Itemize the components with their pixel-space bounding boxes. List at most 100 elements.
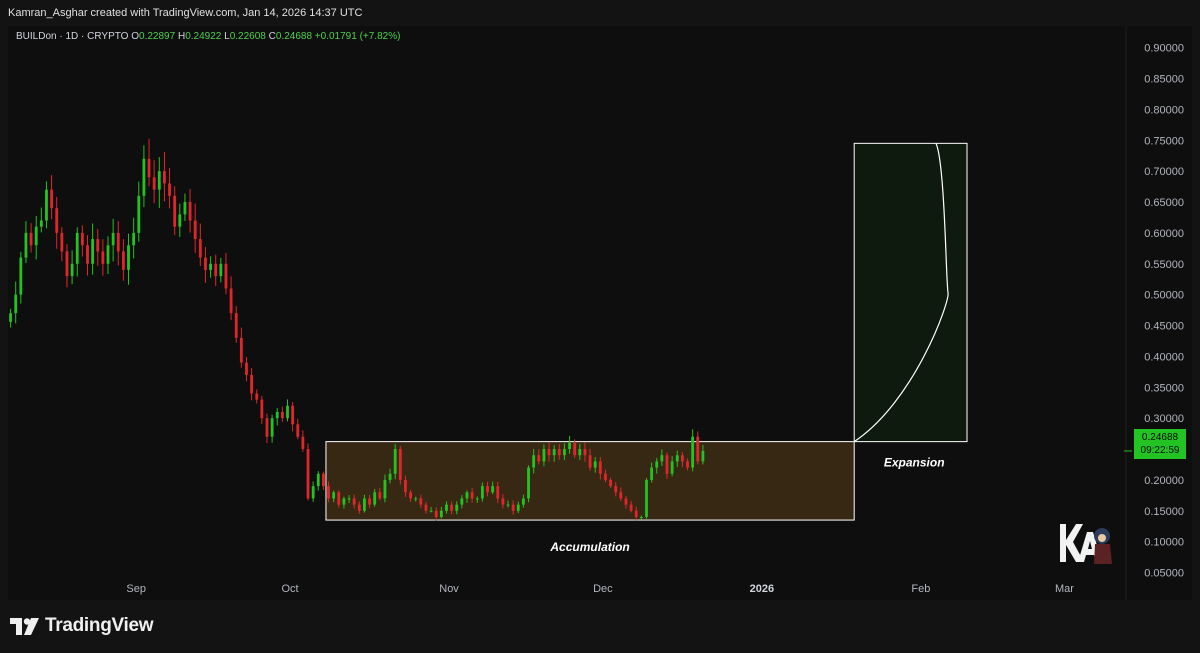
candle-body	[588, 455, 592, 468]
low-label: L	[224, 31, 230, 42]
x-tick-label: Oct	[282, 583, 299, 595]
candle-body	[557, 449, 561, 456]
candle-body	[501, 498, 505, 505]
candle-body	[434, 510, 438, 517]
candle-body	[96, 239, 100, 252]
candle-body	[75, 232, 79, 264]
last-price: 0.24688	[1141, 432, 1179, 443]
candle-body	[383, 479, 387, 499]
tradingview-brand: TradingView	[45, 615, 154, 636]
candle-body	[655, 461, 659, 468]
candle-body	[429, 510, 433, 512]
candle-body	[357, 504, 361, 511]
candle-body	[491, 486, 495, 493]
candle-body	[86, 245, 89, 264]
price-chart[interactable]: 0.90000 0.85000 0.80000 0.75000 0.70000 0.650…	[8, 26, 1192, 600]
candle-body	[532, 455, 536, 468]
candle-body	[439, 510, 443, 517]
candle-body	[101, 251, 105, 264]
candle-body	[50, 189, 54, 209]
candle-body	[219, 263, 223, 277]
x-tick-label: Nov	[439, 583, 459, 595]
chart-panel[interactable]: 0.90000 0.85000 0.80000 0.75000 0.70000 0.650…	[8, 26, 1192, 600]
y-tick-label: 0.35000	[1144, 382, 1184, 394]
candle-body	[527, 467, 530, 499]
candle-body	[34, 226, 38, 246]
candle-body	[229, 288, 233, 314]
y-tick-label: 0.60000	[1144, 228, 1184, 240]
candle-body	[316, 473, 320, 487]
change-value: +0.01791 (+7.82%)	[314, 31, 401, 42]
candle-body	[45, 189, 48, 221]
candle-body	[147, 158, 151, 178]
candle-body	[193, 220, 197, 240]
candle-body	[680, 455, 684, 462]
candle-body	[650, 467, 654, 480]
y-tick-label: 0.85000	[1144, 73, 1184, 85]
candle-body	[91, 239, 95, 264]
last-price-tag: 0.24688 09:22:59	[1134, 429, 1186, 459]
expansion-label: Expansion	[884, 456, 945, 470]
close-label: C	[268, 31, 276, 42]
candle-body	[121, 251, 125, 270]
candle-body	[645, 479, 648, 517]
candle-body	[116, 232, 120, 252]
candle-body	[321, 473, 325, 487]
candle-body	[388, 473, 392, 480]
y-tick-label: 0.50000	[1144, 290, 1184, 302]
candle-body	[629, 504, 633, 511]
y-tick-label: 0.80000	[1144, 104, 1184, 116]
candle-body	[547, 449, 551, 456]
y-tick-label: 0.40000	[1144, 351, 1184, 363]
candle-body	[450, 504, 454, 511]
open-label: O	[131, 31, 140, 42]
accumulation-label: Accumulation	[549, 540, 629, 554]
candle-body	[234, 313, 238, 338]
candle-body	[255, 393, 259, 400]
candle-body	[414, 498, 418, 500]
candle-body	[701, 450, 705, 462]
low-value: 0.22608	[229, 31, 266, 42]
candle-body	[311, 486, 315, 499]
candle-body	[604, 473, 607, 480]
candle-body	[670, 461, 674, 474]
x-tick-label: Mar	[1055, 583, 1074, 595]
candle-body	[239, 337, 243, 363]
candle-body	[496, 486, 500, 499]
candle-body	[404, 479, 407, 493]
candle-body	[614, 486, 618, 493]
candle-body	[470, 492, 474, 499]
candle-body	[301, 436, 305, 450]
candle-body	[224, 263, 228, 289]
candle-body	[393, 449, 397, 474]
footer-bar: TradingView	[0, 600, 1200, 653]
candle-body	[424, 504, 428, 511]
tradingview-logo[interactable]: TradingView	[10, 615, 154, 637]
candle-body	[209, 263, 212, 270]
candle-body	[142, 158, 146, 196]
candle-body	[332, 492, 336, 499]
candle-body	[245, 362, 248, 375]
chart-credit: Kamran_Asghar created with TradingView.c…	[8, 7, 363, 19]
candle-body	[363, 498, 366, 511]
candle-body	[634, 510, 638, 517]
candle-body	[296, 424, 300, 437]
close-value: 0.24688	[275, 31, 313, 42]
candle-body	[327, 486, 330, 499]
x-tick-label: Sep	[126, 583, 146, 595]
candle-body	[265, 418, 269, 437]
candle-body	[55, 208, 59, 233]
candle-body	[24, 232, 28, 258]
expansion-box	[853, 142, 968, 443]
y-tick-label: 0.05000	[1144, 568, 1184, 580]
high-value: 0.24922	[185, 31, 222, 42]
y-tick-label: 0.45000	[1144, 321, 1184, 333]
candle-body	[347, 498, 351, 500]
open-value: 0.22897	[139, 31, 176, 42]
candle-body	[80, 232, 84, 246]
y-tick-label: 0.75000	[1144, 135, 1184, 147]
candle-body	[291, 405, 295, 425]
candle-body	[280, 411, 284, 419]
candle-body	[373, 492, 377, 505]
candle-body	[445, 504, 448, 511]
